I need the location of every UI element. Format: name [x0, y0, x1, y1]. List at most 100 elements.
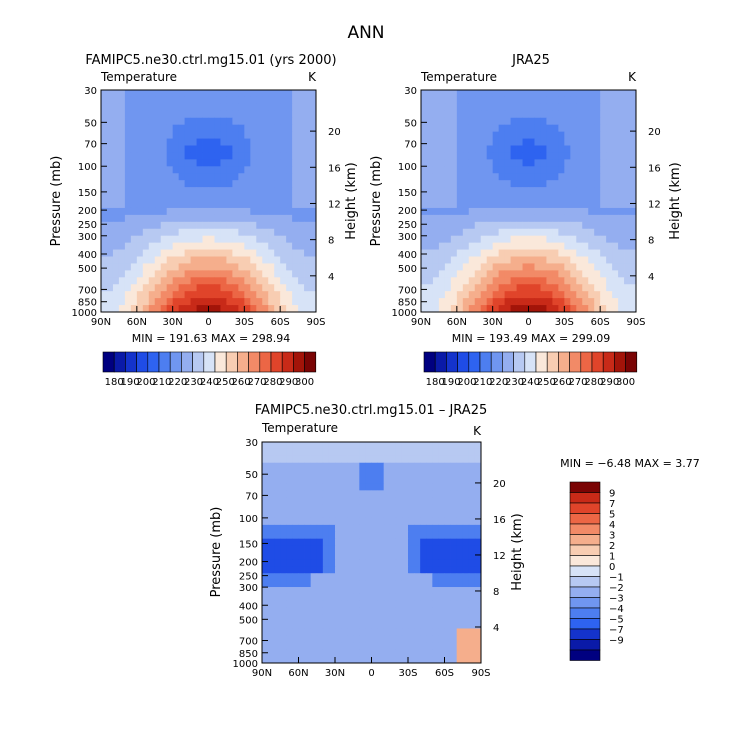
field-cell	[421, 228, 428, 237]
field-cell	[160, 117, 168, 126]
field-cell	[310, 242, 317, 250]
field-cell	[438, 635, 445, 643]
colorbar-swatch	[113, 351, 126, 373]
field-cell	[401, 497, 409, 505]
field-cell	[444, 145, 452, 153]
field-cell	[208, 214, 215, 223]
field-cell	[148, 270, 156, 278]
field-cell	[101, 96, 108, 105]
panel-title: JRA25	[511, 53, 550, 68]
field-cell	[316, 593, 324, 602]
field-cell	[220, 305, 227, 313]
field-cell	[395, 559, 403, 567]
field-cell	[136, 96, 144, 105]
field-cell	[310, 173, 317, 181]
field-cell	[256, 90, 263, 98]
field-cell	[286, 552, 293, 560]
field-cell	[322, 642, 330, 650]
colorbar-label: 2	[609, 541, 615, 552]
field-cell	[365, 511, 372, 519]
field-cell	[274, 517, 281, 526]
field-cell	[256, 110, 263, 119]
field-cell	[190, 117, 197, 126]
field-cell	[178, 235, 186, 244]
field-cell	[588, 166, 595, 174]
field-cell	[540, 166, 547, 174]
field-cell	[534, 298, 541, 306]
field-cell	[468, 124, 476, 133]
field-cell	[426, 442, 433, 450]
field-cell	[262, 559, 269, 567]
y-tick-label: 250	[239, 572, 258, 583]
field-cell	[570, 131, 577, 139]
field-cell	[426, 214, 434, 223]
field-cell	[612, 187, 619, 195]
field-cell	[310, 159, 317, 167]
field-cell	[546, 152, 553, 160]
field-cell	[286, 90, 293, 98]
field-cell	[262, 298, 269, 306]
field-cell	[618, 194, 625, 202]
field-cell	[280, 587, 287, 595]
field-cell	[438, 593, 445, 602]
field-cell	[444, 524, 451, 533]
field-cell	[202, 117, 209, 126]
field-cell	[232, 284, 239, 292]
field-cell	[160, 207, 168, 216]
field-cell	[154, 103, 162, 112]
colorbar-label: 210	[473, 377, 492, 388]
field-cell	[118, 145, 126, 153]
field-cell	[316, 545, 324, 553]
field-cell	[426, 138, 434, 146]
field-cell	[371, 524, 378, 533]
field-cell	[286, 96, 293, 105]
field-cell	[160, 180, 168, 188]
field-cell	[389, 476, 397, 484]
field-cell	[438, 656, 445, 664]
field-cell	[292, 531, 299, 540]
field-cell	[232, 214, 239, 223]
field-cell	[341, 531, 348, 540]
field-cell	[516, 159, 523, 167]
field-cell	[624, 124, 631, 133]
field-cell	[510, 166, 517, 174]
field-cell	[408, 538, 415, 546]
field-cell	[172, 138, 180, 146]
field-cell	[328, 490, 336, 498]
field-cell	[112, 201, 120, 209]
field-cell	[353, 490, 360, 498]
field-cell	[408, 490, 415, 498]
field-cell	[238, 180, 245, 188]
field-cell	[322, 614, 330, 622]
field-cell	[450, 607, 458, 616]
field-cell	[310, 455, 318, 464]
height-tick-label: 4	[648, 272, 654, 283]
field-cell	[106, 187, 114, 195]
field-cell	[244, 173, 251, 181]
field-cell	[389, 511, 397, 519]
field-cell	[335, 504, 342, 512]
field-cell	[444, 152, 452, 160]
field-cell	[274, 242, 281, 250]
field-cell	[166, 201, 174, 209]
field-cell	[101, 90, 108, 98]
field-cell	[274, 291, 281, 299]
field-cell	[528, 124, 535, 133]
field-cell	[474, 298, 482, 306]
field-cell	[335, 656, 342, 664]
field-cell	[244, 117, 251, 126]
field-cell	[618, 277, 625, 285]
field-cell	[456, 442, 464, 450]
field-cell	[172, 242, 180, 250]
field-cell	[606, 138, 613, 146]
field-cell	[244, 235, 251, 244]
field-cell	[528, 201, 535, 209]
field-cell	[148, 173, 156, 181]
field-cell	[298, 180, 305, 188]
field-cell	[118, 263, 126, 271]
colorbar-label: 250	[537, 377, 556, 388]
field-cell	[118, 187, 126, 195]
field-cell	[310, 607, 318, 616]
field-cell	[377, 442, 385, 450]
field-cell	[359, 462, 366, 471]
